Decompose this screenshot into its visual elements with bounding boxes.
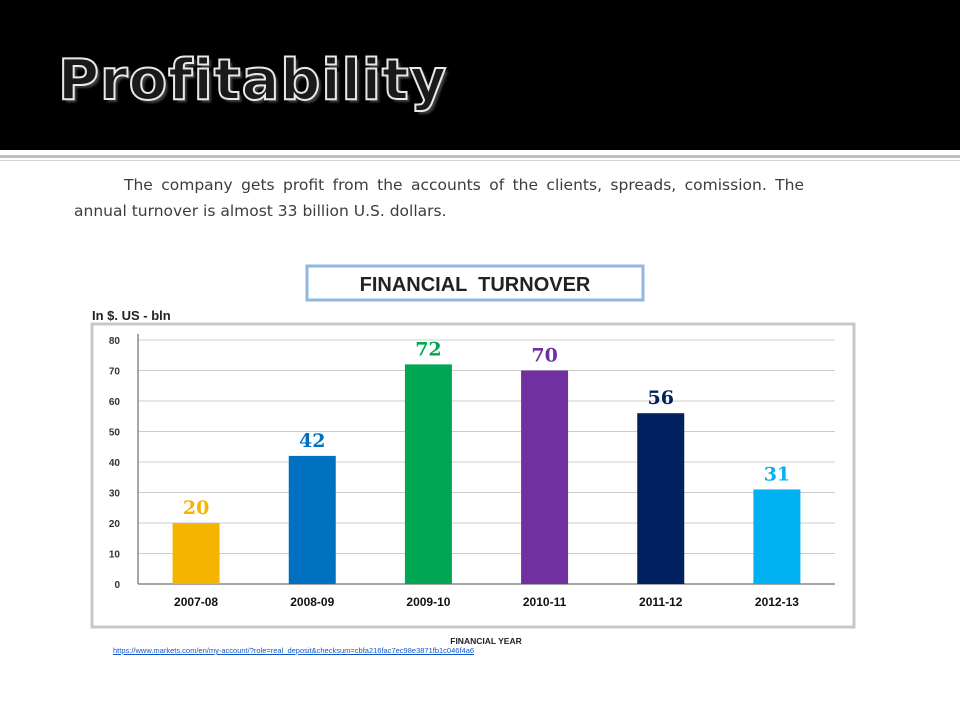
data-label: 20 <box>183 497 209 519</box>
bar-2009-10 <box>404 364 452 584</box>
x-tick-label: 2010-11 <box>523 595 567 609</box>
bar-2008-09 <box>288 455 336 584</box>
y-tick-label: 60 <box>109 397 121 408</box>
y-tick-label: 30 <box>109 489 121 500</box>
y-tick-label: 0 <box>114 580 120 591</box>
chart-title: FINANCIAL TURNOVER <box>360 274 591 296</box>
y-tick-label: 80 <box>109 336 121 347</box>
data-label: 72 <box>415 338 441 360</box>
bar-2011-12 <box>637 413 685 584</box>
bar-2010-11 <box>521 370 569 584</box>
y-tick-label: 40 <box>109 458 121 469</box>
data-label: 42 <box>299 430 325 452</box>
bar-chart: FINANCIAL TURNOVER In $. US - bln 0 10 20 30 4… <box>90 264 856 646</box>
title-bar: Profitability <box>0 0 960 150</box>
x-axis-label: FINANCIAL YEAR <box>450 636 521 646</box>
y-tick-label: 20 <box>109 519 121 530</box>
turnover-chart: FINANCIAL TURNOVER In $. US - bln 0 10 20 30 4… <box>80 258 860 648</box>
source-link[interactable]: https://www.markets.com/en/my-account/?r… <box>113 646 475 655</box>
y-tick-label: 50 <box>109 428 121 439</box>
x-tick-label: 2007-08 <box>174 595 218 609</box>
bar-2007-08 <box>172 523 220 584</box>
y-axis-label: In $. US - bln <box>92 308 171 323</box>
slide-title: Profitability <box>57 47 448 114</box>
chart-title-box <box>305 264 645 302</box>
body-text: The company gets profit from the account… <box>74 176 804 220</box>
x-tick-label: 2011-12 <box>639 595 683 609</box>
data-label: 31 <box>764 463 790 485</box>
x-tick-label: 2012-13 <box>755 595 799 609</box>
divider-line <box>0 155 960 158</box>
y-tick-label: 70 <box>109 367 121 378</box>
bar-2012-13 <box>753 489 801 584</box>
x-tick-label: 2009-10 <box>406 595 450 609</box>
x-tick-label: 2008-09 <box>290 595 334 609</box>
divider-line-thin <box>0 160 960 161</box>
data-label: 56 <box>648 387 674 409</box>
y-tick-label: 10 <box>109 550 121 561</box>
data-label: 70 <box>531 345 557 367</box>
slide-content: The company gets profit from the account… <box>0 150 960 720</box>
